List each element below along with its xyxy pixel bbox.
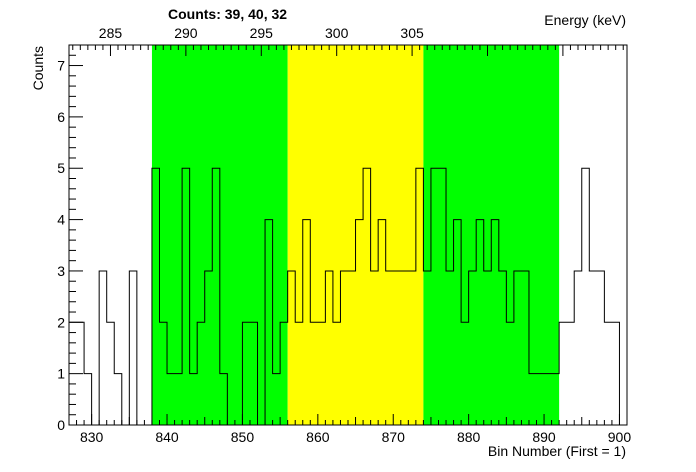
x-tick-label: 840: [155, 429, 179, 445]
axes: 830 840 850 860 870 880 890 900 0 1 2 3 4 5 6 7 285 290 29…: [57, 25, 631, 445]
x-tick-label: 870: [382, 429, 406, 445]
y-tick-label: 4: [57, 212, 65, 228]
x-tick-label: 830: [80, 429, 104, 445]
histogram-line: [69, 167, 627, 426]
x2-tick-label: 285: [99, 25, 123, 41]
y-tick-label: 2: [57, 314, 65, 330]
y-tick-label: 7: [57, 58, 65, 74]
y-tick-label: 6: [57, 109, 65, 125]
x2-tick-label: 305: [400, 25, 424, 41]
x-axis-label: Bin Number (First = 1): [488, 443, 626, 459]
y-axis-label: Counts: [30, 46, 46, 90]
x2-tick-label: 290: [174, 25, 198, 41]
y-tick-label: 1: [57, 366, 65, 382]
x-tick-label: 900: [608, 429, 632, 445]
counts-header: Counts: 39, 40, 32: [168, 6, 287, 22]
x-tick-label: 890: [532, 429, 556, 445]
x2-tick-label: 295: [250, 25, 274, 41]
y-tick-label: 0: [57, 417, 65, 433]
energy-axis-label: Energy (keV): [544, 12, 626, 28]
y-tick-label: 5: [57, 160, 65, 176]
x-tick-label: 860: [306, 429, 330, 445]
x2-tick-label: 300: [325, 25, 349, 41]
x-tick-label: 850: [231, 429, 255, 445]
y-tick-label: 3: [57, 263, 65, 279]
x-tick-label: 880: [457, 429, 481, 445]
